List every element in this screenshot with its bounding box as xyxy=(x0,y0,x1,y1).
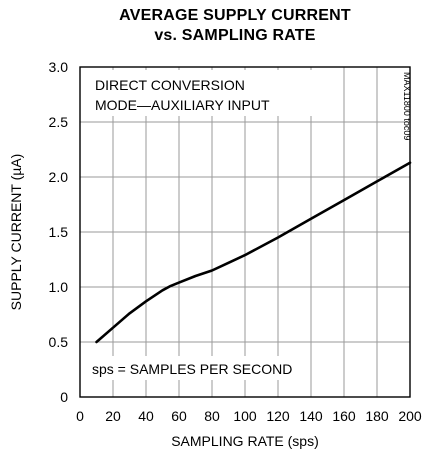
x-tick-label: 200 xyxy=(398,408,422,424)
x-tick-label: 140 xyxy=(299,408,323,424)
y-tick-label: 0 xyxy=(60,389,68,405)
x-tick-label: 40 xyxy=(138,408,154,424)
x-tick-label: 180 xyxy=(365,408,389,424)
y-axis-title: SUPPLY CURRENT (µA) xyxy=(8,154,24,311)
x-tick-label: 100 xyxy=(233,408,257,424)
x-tick-label: 0 xyxy=(76,408,84,424)
y-tick-label: 2.0 xyxy=(49,169,69,185)
figure-id-label: MAX11800 toc09 xyxy=(402,72,412,140)
x-tick-label: 20 xyxy=(105,408,121,424)
y-tick-label: 1.5 xyxy=(49,224,69,240)
y-tick-label: 0.5 xyxy=(49,334,69,350)
x-tick-label: 160 xyxy=(332,408,356,424)
series-line xyxy=(95,161,412,344)
plot-border xyxy=(79,66,411,398)
annotation-mask xyxy=(85,70,317,116)
chart-title-line1: AVERAGE SUPPLY CURRENT xyxy=(119,7,351,24)
plot-frame xyxy=(79,66,411,398)
text-layer: 0 20 40 60 80 100 120 140 160 180 200 0 0.5 1.0 1.5 2.0… xyxy=(8,59,422,449)
x-tick-label: 80 xyxy=(204,408,220,424)
mode-annotation-line1: DIRECT CONVERSION xyxy=(95,77,245,93)
chart-title-line2: vs. SAMPLING RATE xyxy=(154,27,316,44)
x-tick-label: 60 xyxy=(171,408,187,424)
series-layer xyxy=(95,161,412,344)
y-tick-label: 1.0 xyxy=(49,279,69,295)
chart-title: AVERAGE SUPPLY CURRENT vs. SAMPLING RATE xyxy=(60,6,410,46)
sps-annotation: sps = SAMPLES PER SECOND xyxy=(92,361,292,377)
y-tick-label: 3.0 xyxy=(49,59,69,75)
y-tick-label: 2.5 xyxy=(49,114,69,130)
x-tick-label: 120 xyxy=(266,408,290,424)
mode-annotation-line2: MODE—AUXILIARY INPUT xyxy=(95,97,270,113)
sps-annotation-mask xyxy=(85,356,295,380)
x-axis-title: SAMPLING RATE (sps) xyxy=(171,433,319,449)
grid-layer xyxy=(80,67,410,397)
